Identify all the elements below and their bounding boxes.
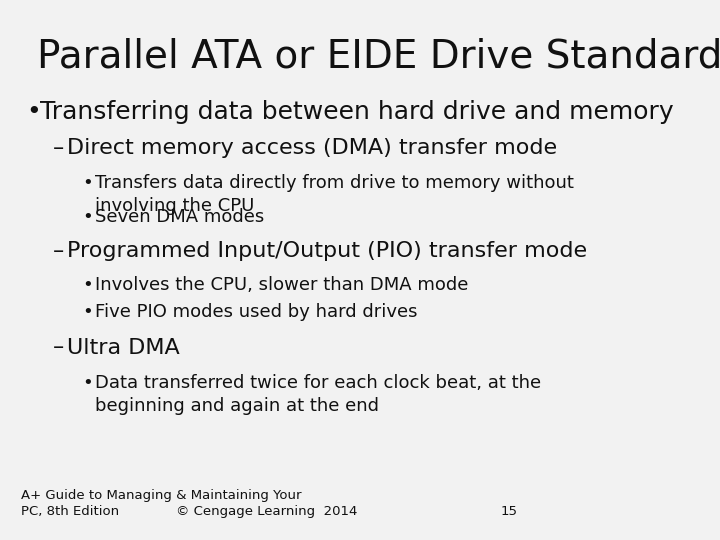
Text: –: – <box>53 241 65 261</box>
Text: •: • <box>83 374 94 391</box>
Text: Programmed Input/Output (PIO) transfer mode: Programmed Input/Output (PIO) transfer m… <box>67 241 587 261</box>
Text: Data transferred twice for each clock beat, at the
beginning and again at the en: Data transferred twice for each clock be… <box>95 374 541 415</box>
Text: –: – <box>53 138 65 158</box>
Text: Five PIO modes used by hard drives: Five PIO modes used by hard drives <box>95 303 418 321</box>
Text: •: • <box>27 100 42 124</box>
Text: •: • <box>83 208 94 226</box>
Text: Transfers data directly from drive to memory without
involving the CPU: Transfers data directly from drive to me… <box>95 174 574 215</box>
Text: © Cengage Learning  2014: © Cengage Learning 2014 <box>176 505 357 518</box>
Text: A+ Guide to Managing & Maintaining Your
PC, 8th Edition: A+ Guide to Managing & Maintaining Your … <box>22 489 302 518</box>
Text: 15: 15 <box>500 505 517 518</box>
Text: Direct memory access (DMA) transfer mode: Direct memory access (DMA) transfer mode <box>67 138 557 158</box>
Text: Seven DMA modes: Seven DMA modes <box>95 208 264 226</box>
Text: Parallel ATA or EIDE Drive Standards: Parallel ATA or EIDE Drive Standards <box>37 38 720 76</box>
Text: •: • <box>83 174 94 192</box>
Text: •: • <box>83 276 94 294</box>
Text: Transferring data between hard drive and memory: Transferring data between hard drive and… <box>40 100 674 124</box>
Text: Involves the CPU, slower than DMA mode: Involves the CPU, slower than DMA mode <box>95 276 468 294</box>
Text: Ultra DMA: Ultra DMA <box>67 338 179 357</box>
Text: –: – <box>53 338 65 357</box>
Text: •: • <box>83 303 94 321</box>
